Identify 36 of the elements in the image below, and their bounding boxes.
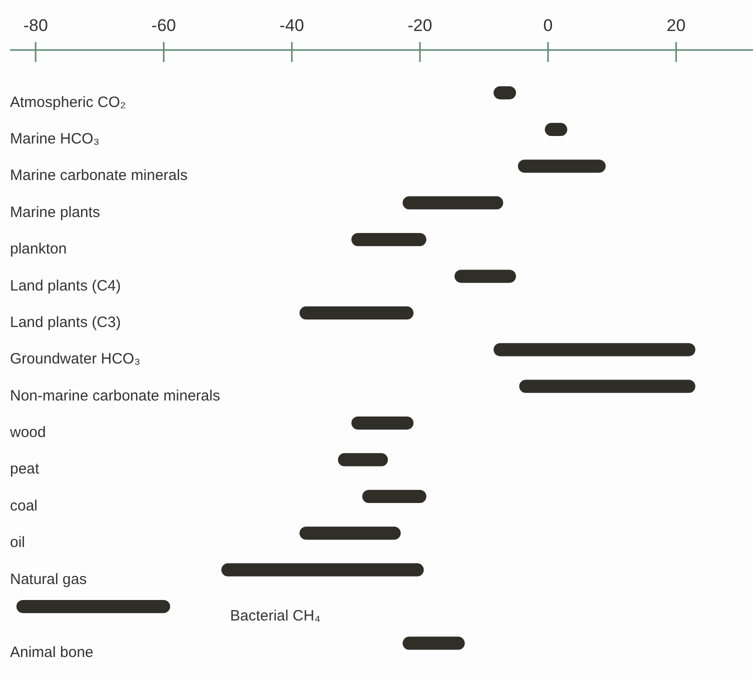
bar xyxy=(16,600,170,614)
y-tick-label: Marine carbonate minerals xyxy=(10,167,188,184)
bar xyxy=(221,563,424,576)
y-tick-label: Groundwater HCO₃ xyxy=(10,350,140,368)
bar xyxy=(454,270,516,283)
x-tick-label: -20 xyxy=(408,16,432,35)
x-tick-label: -40 xyxy=(280,16,304,35)
bar xyxy=(402,196,504,210)
bar xyxy=(351,233,426,246)
bar xyxy=(351,416,414,430)
y-tick-label: wood xyxy=(9,424,46,442)
y-tick-label: coal xyxy=(10,497,38,514)
y-tick-label: Marine HCO₃ xyxy=(10,130,100,148)
y-tick-label: plankton xyxy=(10,240,67,258)
bar xyxy=(519,380,696,393)
bar xyxy=(518,160,606,173)
x-tick-label: -80 xyxy=(23,16,48,35)
y-tick-label: peat xyxy=(10,460,40,478)
bar xyxy=(362,490,426,503)
y-tick-label: Bacterial CH₄ xyxy=(230,608,320,625)
bar xyxy=(300,526,401,540)
y-tick-label: Land plants (C3) xyxy=(10,314,121,331)
bar xyxy=(494,343,696,356)
x-tick-label: 0 xyxy=(543,16,553,35)
y-tick-label: Animal bone xyxy=(10,644,94,662)
bar xyxy=(300,306,414,320)
y-tick-label: Atmospheric CO₂ xyxy=(10,94,126,111)
x-tick-label: -60 xyxy=(151,16,176,35)
y-tick-label: oil xyxy=(10,534,26,552)
bar xyxy=(402,636,465,650)
bar xyxy=(338,453,388,466)
y-tick-label: Land plants (C4) xyxy=(10,277,121,294)
x-tick-label: 20 xyxy=(666,16,686,35)
y-tick-label: Marine plants xyxy=(10,204,100,221)
y-tick-label: Non-marine carbonate minerals xyxy=(10,387,220,404)
y-tick-label: Natural gas xyxy=(10,570,87,588)
